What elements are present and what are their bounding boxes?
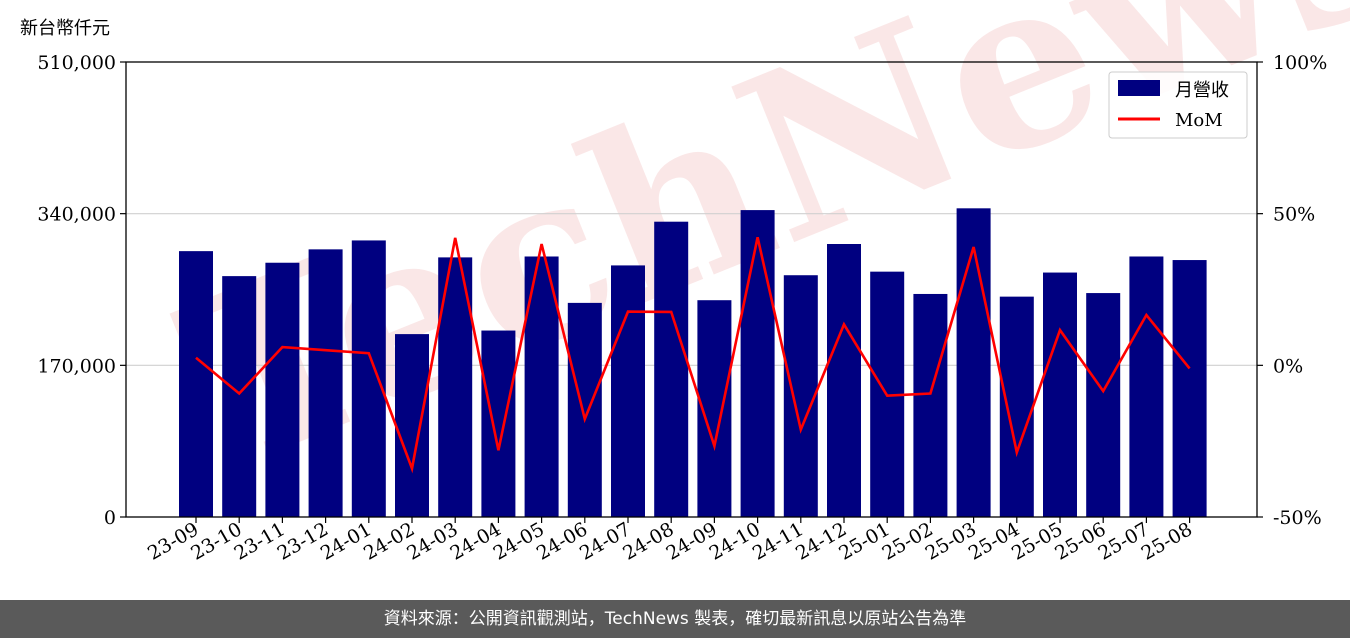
- revenue-bar: [1043, 272, 1077, 517]
- legend-bar-swatch: [1118, 80, 1160, 96]
- revenue-bar: [956, 208, 991, 517]
- right-tick-label: 0%: [1273, 355, 1303, 377]
- legend: 月營收 MoM: [1108, 71, 1248, 139]
- left-tick-label: 0: [104, 507, 116, 529]
- revenue-bar: [481, 330, 516, 517]
- legend-bar-label: 月營收: [1175, 80, 1229, 101]
- revenue-bar: [395, 334, 429, 517]
- left-tick-label: 340,000: [37, 204, 116, 226]
- right-tick-label: 100%: [1273, 52, 1327, 74]
- right-axis: -50% 0% 50% 100%: [1257, 52, 1327, 529]
- y-unit-label: 新台幣仟元: [20, 18, 110, 39]
- revenue-bar: [783, 275, 818, 517]
- x-tick-label: 25-08: [1138, 518, 1196, 564]
- revenue-bar: [351, 240, 386, 517]
- left-axis: 0 170,000 340,000 510,000: [37, 52, 126, 529]
- mom-line-series: [195, 237, 1191, 474]
- revenue-bar: [265, 262, 300, 517]
- x-axis: 23-0923-1023-1123-1224-0124-0224-0324-04…: [144, 517, 1196, 565]
- chart: TechNews 0 170,000 340,000 510,000 -50% 0% 50…: [20, 0, 1350, 565]
- revenue-bar: [308, 249, 343, 517]
- legend-line-label: MoM: [1175, 110, 1223, 131]
- revenue-bar: [179, 251, 213, 517]
- source-text: 資料來源：公開資訊觀測站，TechNews 製表，確切最新訊息以原站公告為準: [383, 609, 967, 629]
- revenue-bar: [999, 296, 1034, 517]
- left-tick-label: 510,000: [37, 52, 116, 74]
- revenue-bar: [567, 302, 602, 517]
- revenue-bar: [1129, 256, 1164, 517]
- revenue-bar: [913, 293, 948, 517]
- revenue-bar: [222, 276, 257, 517]
- revenue-bar: [1172, 260, 1207, 517]
- revenue-bar: [654, 221, 689, 517]
- revenue-bar: [740, 210, 775, 518]
- right-tick-label: 50%: [1273, 204, 1315, 226]
- revenue-bar: [611, 265, 645, 517]
- revenue-bar: [1086, 293, 1121, 517]
- mom-line: [195, 237, 1191, 474]
- right-tick-label: -50%: [1273, 507, 1322, 529]
- plot-frame: [125, 61, 1258, 518]
- left-tick-label: 170,000: [37, 355, 116, 377]
- source-footer: 資料來源：公開資訊觀測站，TechNews 製表，確切最新訊息以原站公告為準: [0, 600, 1350, 638]
- bar-series: [179, 208, 1207, 518]
- revenue-bar: [827, 244, 861, 517]
